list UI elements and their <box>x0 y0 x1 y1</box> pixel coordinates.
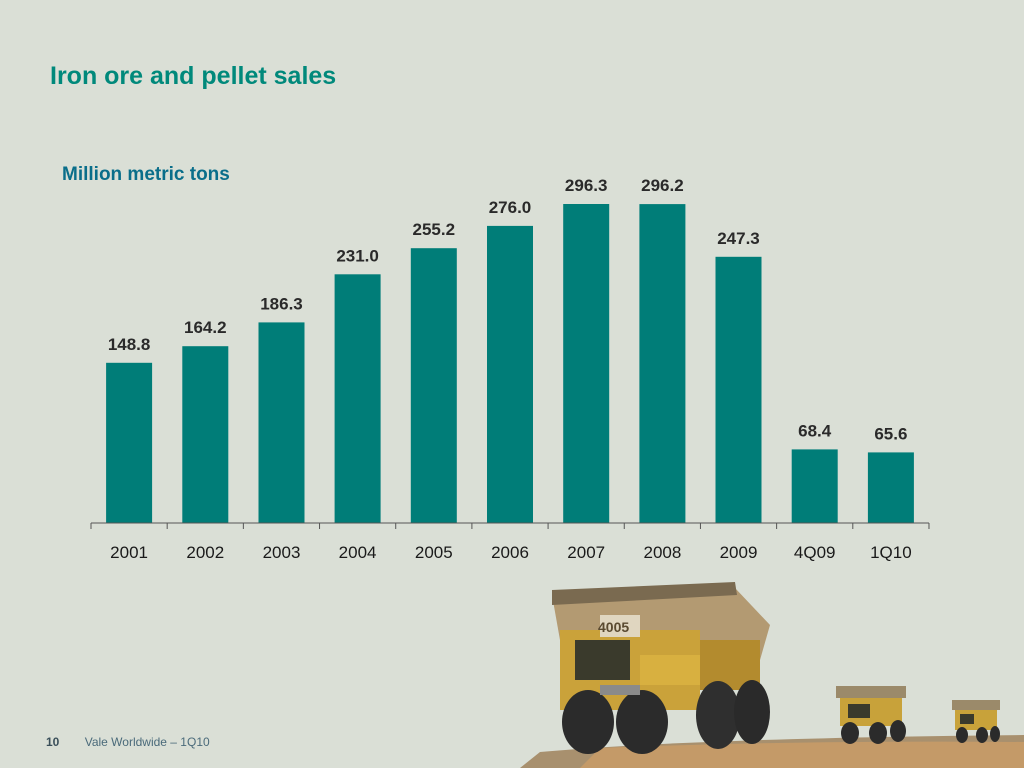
bar-2004 <box>334 274 381 523</box>
bar-2001 <box>106 362 153 523</box>
svg-text:4005: 4005 <box>598 619 629 635</box>
small-truck-icon <box>952 700 1000 743</box>
value-label-2006: 276.0 <box>489 198 532 217</box>
value-label-2004: 231.0 <box>336 246 379 265</box>
bar-2007 <box>563 204 610 523</box>
category-label-2004: 2004 <box>339 543 377 562</box>
category-label-1Q10: 1Q10 <box>870 543 912 562</box>
chart-unit-label: Million metric tons <box>62 164 230 185</box>
footer-text: Vale Worldwide – 1Q10 <box>84 735 210 749</box>
page-number: 10 <box>46 735 60 749</box>
footer: 10 Vale Worldwide – 1Q10 <box>46 735 210 749</box>
bar-2003 <box>258 322 305 523</box>
bar-2002 <box>182 346 229 523</box>
value-label-4Q09: 68.4 <box>798 421 832 440</box>
value-label-2009: 247.3 <box>717 229 760 248</box>
middle-truck-icon <box>836 686 906 744</box>
category-label-2005: 2005 <box>415 543 453 562</box>
category-label-2009: 2009 <box>720 543 758 562</box>
value-label-2007: 296.3 <box>565 176 608 195</box>
category-label-2007: 2007 <box>567 543 605 562</box>
value-label-2008: 296.2 <box>641 176 684 195</box>
bar-2006 <box>487 225 533 523</box>
value-label-2001: 148.8 <box>108 335 151 354</box>
bar-2005 <box>410 248 457 523</box>
value-label-2003: 186.3 <box>260 294 303 313</box>
value-label-2002: 164.2 <box>184 318 227 337</box>
bar-4Q09 <box>791 449 838 523</box>
large-truck-icon: 4005 <box>552 582 770 754</box>
x-axis: 2001 2002 2003 2004 2005 2006 2007 2008 2009 4Q09… <box>90 522 930 562</box>
slide-title: Iron ore and pellet sales <box>50 62 337 90</box>
bars-group: 148.8 164.2 186.3 231.0 255.2 276.0 296.3 296.2… <box>106 176 914 523</box>
category-label-2002: 2002 <box>186 543 224 562</box>
bar-2009 <box>715 256 762 523</box>
bar-2008 <box>639 204 686 523</box>
category-label-2006: 2006 <box>491 543 529 562</box>
bar-1Q10 <box>867 452 914 523</box>
category-label-2001: 2001 <box>110 543 148 562</box>
category-label-2003: 2003 <box>263 543 301 562</box>
category-label-2008: 2008 <box>643 543 681 562</box>
value-label-2005: 255.2 <box>413 220 456 239</box>
category-label-4Q09: 4Q09 <box>794 543 836 562</box>
bar-chart: 148.8 164.2 186.3 231.0 255.2 276.0 296.3 296.2… <box>90 176 930 562</box>
value-label-1Q10: 65.6 <box>874 424 907 443</box>
